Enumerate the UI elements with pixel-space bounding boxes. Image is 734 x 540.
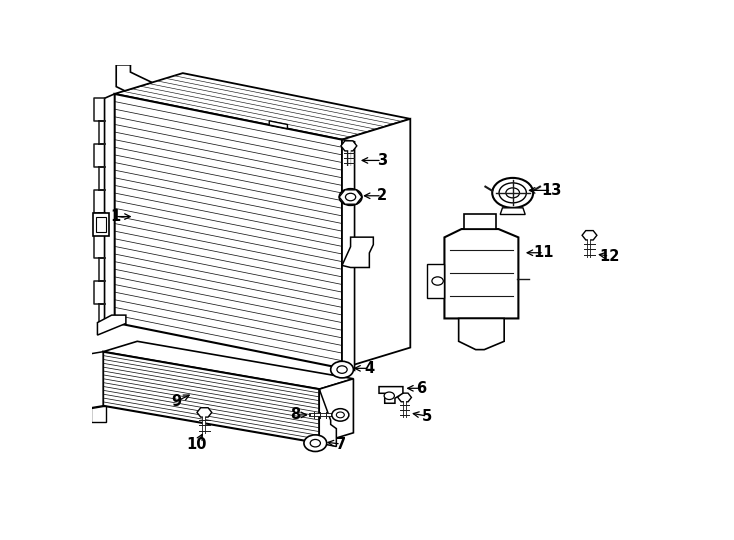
Text: 2: 2 (377, 188, 387, 203)
Circle shape (432, 277, 443, 285)
Circle shape (493, 178, 533, 208)
Polygon shape (342, 237, 374, 267)
Circle shape (304, 435, 327, 451)
Polygon shape (116, 64, 152, 91)
Polygon shape (90, 406, 106, 422)
Polygon shape (398, 393, 412, 402)
Circle shape (310, 440, 321, 447)
Text: 7: 7 (336, 436, 346, 451)
Polygon shape (103, 352, 319, 443)
Polygon shape (98, 315, 126, 335)
Polygon shape (319, 379, 354, 443)
Polygon shape (269, 121, 288, 129)
Text: 9: 9 (171, 394, 181, 409)
Circle shape (339, 188, 362, 205)
Polygon shape (341, 141, 357, 151)
Polygon shape (115, 73, 410, 140)
Polygon shape (379, 387, 403, 403)
Circle shape (346, 193, 356, 201)
Text: 6: 6 (417, 381, 426, 396)
Polygon shape (90, 352, 103, 408)
Text: 1: 1 (111, 209, 121, 224)
Circle shape (332, 409, 349, 421)
Polygon shape (465, 214, 495, 229)
Polygon shape (445, 229, 518, 319)
Polygon shape (104, 94, 115, 327)
Text: 5: 5 (422, 409, 432, 424)
Text: 8: 8 (290, 407, 300, 422)
Circle shape (384, 392, 394, 400)
Polygon shape (459, 319, 504, 349)
Polygon shape (339, 190, 362, 204)
Text: 4: 4 (364, 361, 374, 376)
Polygon shape (342, 119, 410, 368)
Polygon shape (103, 341, 354, 389)
Polygon shape (342, 140, 355, 370)
Circle shape (336, 412, 344, 418)
Circle shape (330, 361, 354, 378)
Text: 13: 13 (541, 183, 562, 198)
Polygon shape (582, 231, 597, 240)
Polygon shape (93, 213, 109, 236)
Polygon shape (116, 58, 135, 65)
Circle shape (499, 183, 526, 203)
Text: 12: 12 (599, 248, 619, 264)
Text: 3: 3 (377, 153, 387, 168)
Polygon shape (319, 389, 336, 447)
Polygon shape (197, 408, 212, 417)
Circle shape (337, 366, 347, 373)
Text: 11: 11 (534, 245, 554, 260)
Polygon shape (500, 208, 526, 214)
Circle shape (506, 188, 520, 198)
Text: 10: 10 (186, 436, 207, 451)
Polygon shape (115, 94, 342, 368)
Polygon shape (427, 265, 445, 298)
Polygon shape (95, 217, 106, 232)
